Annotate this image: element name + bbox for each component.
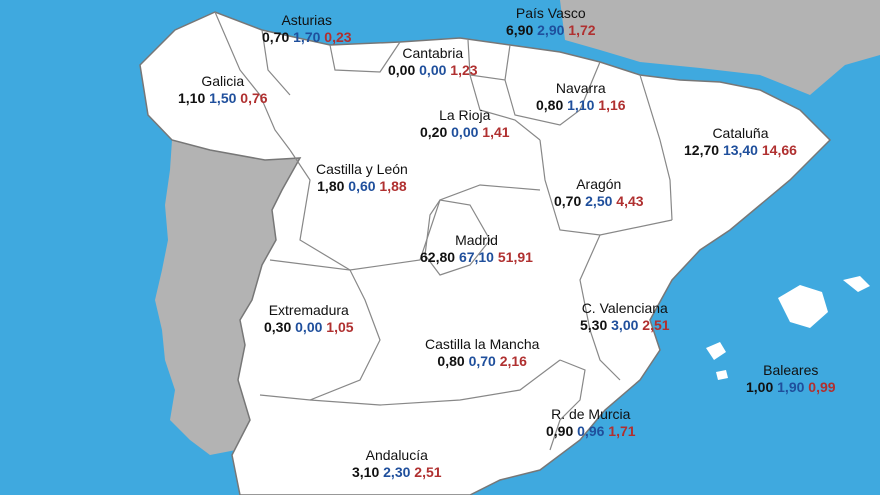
region-label-castilla-y-leon: Castilla y León 1,80 0,60 1,88: [316, 161, 408, 195]
region-value-3: 1,05: [326, 318, 354, 335]
region-label-la-rioja: La Rioja 0,20 0,00 1,41: [420, 107, 510, 141]
region-value-2: 0,60: [348, 177, 376, 194]
region-label-pais-vasco: País Vasco 6,90 2,90 1,72: [506, 5, 596, 39]
region-name: Galicia: [201, 73, 245, 89]
region-value-3: 1,88: [379, 177, 407, 194]
mallorca-island: [778, 285, 828, 328]
region-label-murcia: R. de Murcia 0,90 0,96 1,71: [546, 406, 636, 440]
region-value-1: 6,90: [506, 21, 534, 38]
region-name: Castilla la Mancha: [425, 336, 540, 352]
region-value-1: 1,80: [317, 177, 345, 194]
region-value-2: 13,40: [722, 141, 758, 158]
region-value-3: 1,72: [568, 21, 596, 38]
region-name: Cantabria: [402, 45, 464, 61]
region-value-2: 0,70: [468, 352, 496, 369]
region-value-1: 0,20: [420, 123, 448, 140]
region-value-1: 0,80: [437, 352, 465, 369]
region-name: Aragón: [576, 176, 622, 192]
region-label-cataluna: Cataluña 12,70 13,40 14,66: [684, 125, 797, 159]
region-value-2: 2,90: [537, 21, 565, 38]
region-value-3: 1,41: [482, 123, 510, 140]
region-name: Castilla y León: [316, 161, 408, 177]
region-value-1: 0,70: [554, 192, 582, 209]
region-value-2: 0,00: [419, 61, 447, 78]
region-value-1: 62,80: [420, 248, 456, 265]
region-name: Baleares: [763, 362, 819, 378]
region-name: La Rioja: [439, 107, 491, 123]
region-value-2: 0,00: [295, 318, 323, 335]
region-name: R. de Murcia: [551, 406, 631, 422]
region-value-3: 1,71: [608, 422, 636, 439]
region-value-3: 1,16: [598, 96, 626, 113]
region-name: País Vasco: [515, 5, 586, 21]
portugal-territory: [155, 140, 300, 455]
region-value-1: 5,30: [580, 316, 608, 333]
region-label-cantabria: Cantabria 0,00 0,00 1,23: [388, 45, 478, 79]
region-value-3: 14,66: [761, 141, 797, 158]
region-value-3: 1,23: [450, 61, 478, 78]
region-name: Madrid: [455, 232, 498, 248]
region-value-3: 0,23: [324, 28, 352, 45]
region-value-2: 0,96: [577, 422, 605, 439]
region-value-1: 0,30: [264, 318, 292, 335]
region-value-3: 51,91: [497, 248, 533, 265]
menorca-island: [843, 276, 870, 292]
region-name: Extremadura: [268, 302, 349, 318]
region-label-castilla-la-mancha: Castilla la Mancha 0,80 0,70 2,16: [425, 336, 539, 370]
ibiza-island: [706, 342, 726, 360]
region-label-asturias: Asturias 0,70 1,70 0,23: [262, 12, 352, 46]
region-label-extremadura: Extremadura 0,30 0,00 1,05: [264, 302, 354, 336]
region-name: Andalucía: [365, 447, 428, 463]
region-value-2: 2,50: [585, 192, 613, 209]
region-label-galicia: Galicia 1,10 1,50 0,76: [178, 73, 268, 107]
region-value-1: 0,00: [388, 61, 416, 78]
region-value-2: 2,30: [383, 463, 411, 480]
region-value-3: 2,51: [642, 316, 670, 333]
region-label-navarra: Navarra 0,80 1,10 1,16: [536, 80, 626, 114]
region-label-andalucia: Andalucía 3,10 2,30 2,51: [352, 447, 442, 481]
region-value-2: 1,70: [293, 28, 321, 45]
region-value-2: 1,10: [567, 96, 595, 113]
region-value-1: 0,80: [536, 96, 564, 113]
region-value-3: 0,76: [240, 89, 268, 106]
region-name: Asturias: [281, 12, 333, 28]
region-label-baleares: Baleares 1,00 1,90 0,99: [746, 362, 836, 396]
region-value-2: 3,00: [611, 316, 639, 333]
region-value-2: 1,50: [209, 89, 237, 106]
region-borders: [214, 11, 673, 451]
region-value-1: 0,90: [546, 422, 574, 439]
region-label-c-valenciana: C. Valenciana 5,30 3,00 2,51: [580, 300, 670, 334]
region-value-1: 0,70: [262, 28, 290, 45]
region-value-2: 0,00: [451, 123, 479, 140]
region-value-3: 2,51: [414, 463, 442, 480]
region-name: Cataluña: [712, 125, 769, 141]
region-value-3: 2,16: [499, 352, 527, 369]
region-name: Navarra: [555, 80, 606, 96]
region-value-2: 1,90: [777, 378, 805, 395]
region-value-1: 12,70: [684, 141, 720, 158]
formentera-island: [716, 370, 728, 380]
region-name: C. Valenciana: [581, 300, 668, 316]
region-value-1: 1,10: [178, 89, 206, 106]
region-value-2: 67,10: [458, 248, 494, 265]
region-value-1: 3,10: [352, 463, 380, 480]
region-value-3: 0,99: [808, 378, 836, 395]
region-label-aragon: Aragón 0,70 2,50 4,43: [554, 176, 644, 210]
region-label-madrid: Madrid 62,80 67,10 51,91: [420, 232, 533, 266]
region-value-3: 4,43: [616, 192, 644, 209]
france-territory: [560, 0, 880, 95]
region-value-1: 1,00: [746, 378, 774, 395]
